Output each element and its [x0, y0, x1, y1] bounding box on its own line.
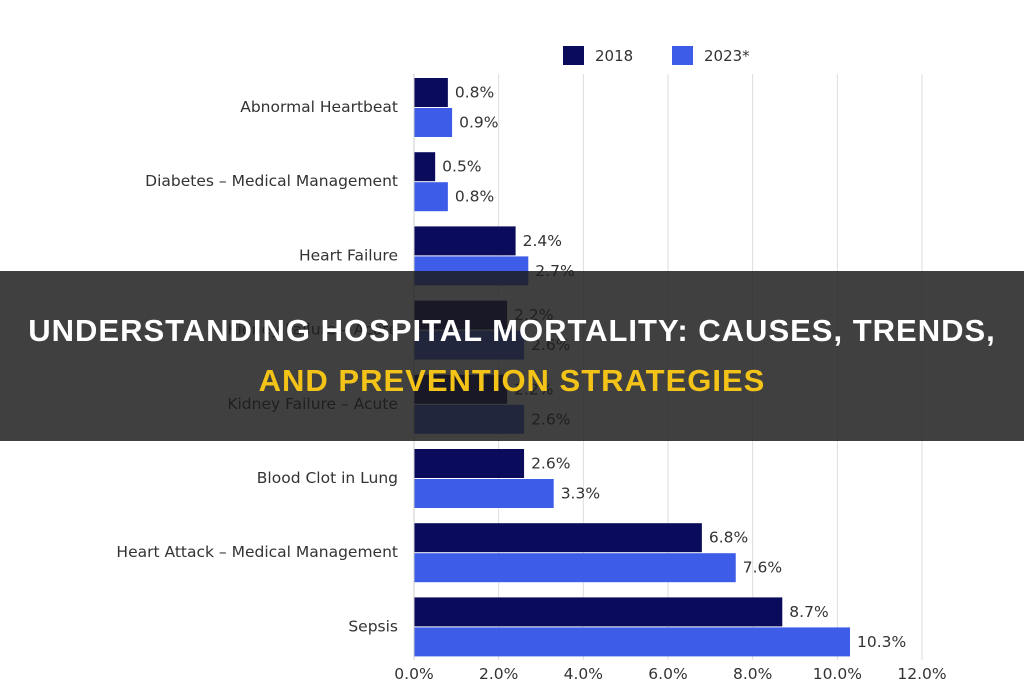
- category-label: Blood Clot in Lung: [257, 469, 398, 487]
- x-tick-label: 8.0%: [733, 665, 772, 680]
- bar-2023: [414, 108, 453, 137]
- category-label: Heart Attack – Medical Management: [116, 543, 398, 561]
- value-label: 6.8%: [709, 529, 748, 547]
- value-label: 8.7%: [789, 603, 828, 621]
- legend-label: 2023*: [704, 47, 750, 65]
- bar-2023: [414, 627, 851, 657]
- legend-label: 2018: [595, 47, 633, 65]
- x-tick-label: 10.0%: [813, 665, 862, 680]
- x-tick-label: 0.0%: [394, 665, 433, 680]
- x-tick-label: 4.0%: [564, 665, 603, 680]
- bar-2018: [414, 449, 525, 478]
- value-label: 0.8%: [455, 188, 494, 206]
- value-label: 7.6%: [743, 559, 782, 577]
- value-label: 0.5%: [442, 158, 481, 176]
- x-tick-label: 6.0%: [648, 665, 687, 680]
- bar-2023: [414, 182, 448, 212]
- bar-2018: [414, 78, 448, 107]
- bar-2018: [414, 597, 783, 627]
- legend-swatch-2023: [672, 46, 693, 65]
- value-label: 0.8%: [455, 84, 494, 102]
- x-tick-label: 12.0%: [897, 665, 946, 680]
- banner-title-line-2: AND PREVENTION STRATEGIES: [258, 363, 766, 398]
- category-label: Heart Failure: [299, 246, 398, 264]
- bar-2023: [414, 553, 736, 583]
- value-label: 2.6%: [531, 455, 570, 473]
- category-label: Sepsis: [348, 617, 398, 635]
- x-tick-label: 2.0%: [479, 665, 518, 680]
- value-label: 10.3%: [857, 633, 906, 651]
- value-label: 2.4%: [523, 232, 562, 250]
- bar-2018: [414, 523, 702, 553]
- title-banner: UNDERSTANDING HOSPITAL MORTALITY: CAUSES…: [0, 271, 1024, 441]
- value-label: 0.9%: [459, 114, 498, 132]
- bar-2018: [414, 226, 516, 256]
- legend-swatch-2018: [563, 46, 584, 65]
- category-label: Abnormal Heartbeat: [240, 98, 398, 116]
- category-label: Diabetes – Medical Management: [145, 172, 398, 190]
- value-label: 3.3%: [561, 485, 600, 503]
- bar-2023: [414, 479, 554, 508]
- banner-title-line-1: UNDERSTANDING HOSPITAL MORTALITY: CAUSES…: [28, 313, 996, 348]
- bar-2018: [414, 152, 436, 182]
